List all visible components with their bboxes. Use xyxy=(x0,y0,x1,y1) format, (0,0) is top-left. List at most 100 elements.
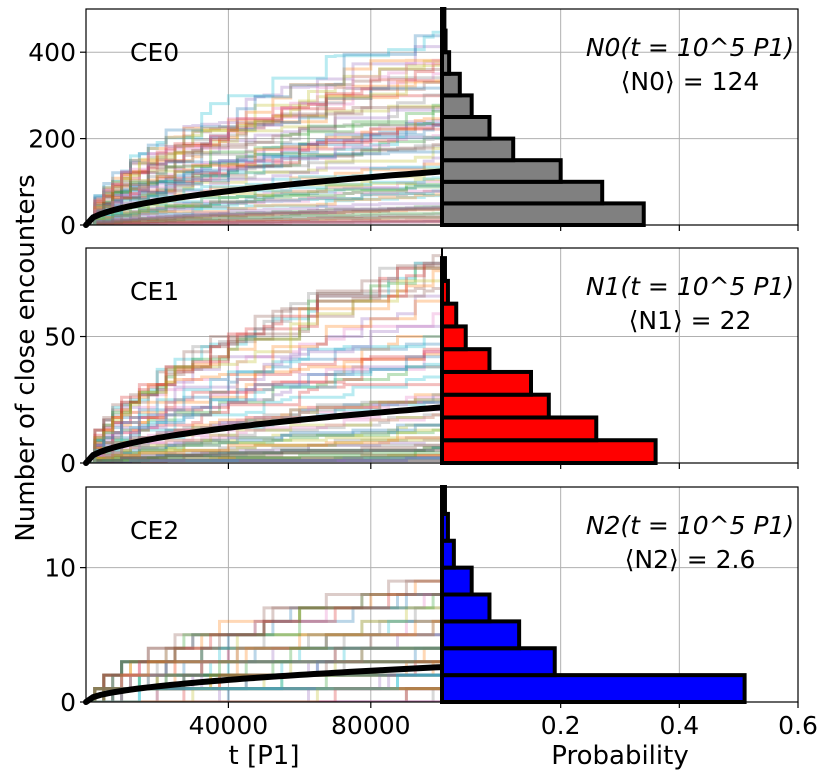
trajectory-line xyxy=(86,453,442,463)
trajectory-line xyxy=(86,459,442,463)
panel-frame xyxy=(85,247,799,464)
trajectory-line xyxy=(86,335,442,463)
trajectory-line xyxy=(86,182,444,225)
trajectory-line xyxy=(86,375,442,463)
annotation-line1: N2(t = 10^5 P1) xyxy=(586,511,794,540)
trajectory-line xyxy=(86,193,444,225)
trajectory-line xyxy=(86,220,442,225)
trajectory-line xyxy=(86,218,442,225)
histogram-bar xyxy=(440,392,551,420)
trajectory-line xyxy=(86,324,442,463)
trajectory-line xyxy=(86,135,442,225)
trajectory-line xyxy=(86,394,444,463)
trajectory-line xyxy=(86,448,442,463)
trajectory-line xyxy=(86,436,442,463)
trajectory-line xyxy=(86,606,442,702)
trajectory-line xyxy=(86,687,442,702)
trajectory-line xyxy=(86,633,442,702)
trajectory-line xyxy=(86,456,442,463)
histogram-bar xyxy=(440,369,533,397)
trajectory-line xyxy=(86,261,442,463)
trajectory-line xyxy=(86,137,442,225)
x-tick-label: 0.2 xyxy=(541,711,581,740)
histogram-bar xyxy=(440,646,557,678)
histogram-bar xyxy=(440,115,492,141)
trajectory-line xyxy=(86,646,442,702)
trajectory-line xyxy=(86,619,442,702)
trajectory-line xyxy=(86,119,442,225)
trajectory-line xyxy=(86,215,442,225)
trajectory-line xyxy=(86,207,442,225)
trajectory-line xyxy=(86,134,442,225)
trajectory-line xyxy=(86,579,442,702)
trajectory-line xyxy=(86,58,444,225)
trajectory-line xyxy=(86,453,442,463)
panel-tag: CE2 xyxy=(130,516,179,545)
trajectory-line xyxy=(86,456,442,463)
trajectory-line xyxy=(86,117,442,225)
trajectory-line xyxy=(86,451,442,463)
trajectory-line xyxy=(86,446,442,463)
trajectory-line xyxy=(86,58,442,225)
trajectory-line xyxy=(86,122,442,225)
trajectory-line xyxy=(86,264,442,463)
trajectory-line xyxy=(86,287,442,463)
trajectory-line xyxy=(86,443,442,463)
trajectory-line xyxy=(86,45,442,225)
trajectory-line xyxy=(86,116,444,225)
trajectory-line xyxy=(86,80,442,225)
trajectory-line xyxy=(86,80,444,225)
mean-curve xyxy=(83,168,445,228)
trajectories xyxy=(86,579,444,702)
trajectory-line xyxy=(86,72,442,225)
trajectory-line xyxy=(86,124,442,225)
trajectory-line xyxy=(86,123,442,225)
panel-ce2: 0 10 CE2 N2(t = 10^5 P1) ⟨N2⟩ = 2.6 40000 8000… xyxy=(44,485,818,771)
histogram-bar xyxy=(440,538,456,570)
trajectory-line xyxy=(86,413,442,463)
trajectory-line xyxy=(86,687,442,702)
trajectory-line xyxy=(86,593,442,702)
trajectory-line xyxy=(86,93,442,225)
trajectory-line xyxy=(86,103,442,225)
trajectory-line xyxy=(86,156,444,225)
histogram-bar xyxy=(440,673,747,704)
panel-ce0: 0 200 400 CE0 N0(t = 10^5 P1) ⟨N0⟩ = 124 xyxy=(28,7,799,240)
trajectory-line xyxy=(86,261,442,463)
trajectory-line xyxy=(86,428,442,463)
histogram-bar xyxy=(440,565,474,597)
trajectory-line xyxy=(86,456,442,463)
annotation-line1: N0(t = 10^5 P1) xyxy=(586,33,794,62)
trajectory-line xyxy=(86,189,442,225)
y-tick-label: 0 xyxy=(60,449,76,478)
trajectory-line xyxy=(86,413,442,463)
trajectory-line xyxy=(86,687,442,702)
trajectory-line xyxy=(86,104,442,225)
trajectory-line xyxy=(86,459,442,463)
x-tick-label: 0.6 xyxy=(778,711,818,740)
trajectory-line xyxy=(86,258,444,463)
trajectory-line xyxy=(86,266,442,463)
trajectory-line xyxy=(86,581,444,702)
panels: 0 200 400 CE0 N0(t = 10^5 P1) ⟨N0⟩ = 124 0 50 CE… xyxy=(28,7,818,771)
trajectory-line xyxy=(86,456,442,463)
histogram-bar xyxy=(440,619,522,651)
trajectory-line xyxy=(86,220,442,225)
trajectory-line xyxy=(86,365,442,463)
trajectory-line xyxy=(86,687,442,702)
trajectory-line xyxy=(86,34,442,225)
panel-tag: CE0 xyxy=(130,38,179,67)
y-tick-label: 10 xyxy=(44,554,76,583)
trajectory-line xyxy=(86,266,442,463)
trajectory-line xyxy=(86,365,442,463)
trajectory-line xyxy=(86,352,442,463)
trajectory-line xyxy=(86,438,442,463)
trajectory-line xyxy=(86,393,442,463)
trajectory-line xyxy=(86,350,442,463)
trajectory-line xyxy=(86,205,444,225)
panel-ce1: 0 50 CE1 N1(t = 10^5 P1) ⟨N1⟩ = 22 xyxy=(44,247,799,478)
histogram-bar xyxy=(440,324,468,352)
trajectory-line xyxy=(86,58,442,225)
trajectory-line xyxy=(86,194,442,225)
